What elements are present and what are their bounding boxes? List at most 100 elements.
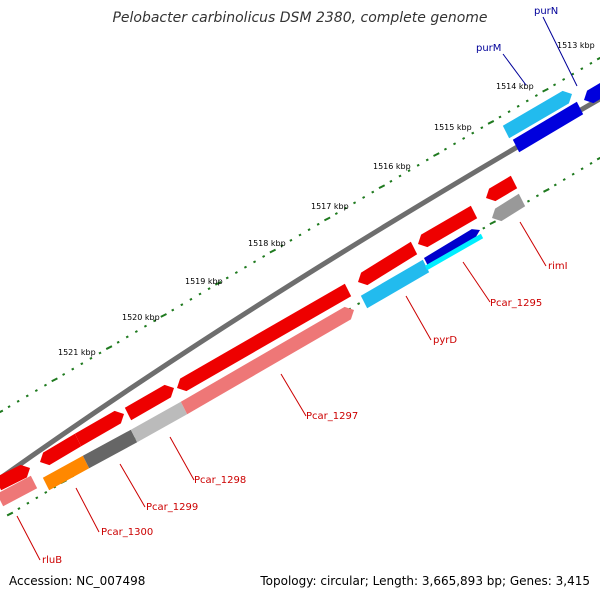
minor-tick: [389, 179, 393, 183]
minor-tick: [307, 228, 311, 232]
forward-feature: [418, 205, 478, 248]
minor-tick: [7, 405, 11, 409]
kbp-label: 1516 kbp: [373, 162, 411, 171]
forward-feature: [74, 410, 124, 447]
minor-tick: [425, 158, 429, 162]
forward-feature: [177, 283, 352, 392]
Pcar_1298-leader: [169, 436, 195, 481]
major-tick: [543, 188, 550, 193]
minor-tick: [125, 335, 129, 339]
Pcar_1299-label: Pcar_1299: [146, 502, 198, 513]
kbp-label: 1518 kbp: [248, 239, 286, 248]
minor-tick: [482, 226, 486, 230]
kbp-label: 1515 kbp: [434, 123, 472, 132]
minor-tick: [571, 72, 575, 76]
major-tick: [6, 511, 14, 517]
minor-tick: [589, 161, 593, 165]
major-tick: [489, 220, 497, 226]
minor-tick: [153, 319, 157, 323]
minor-tick: [207, 287, 211, 291]
major-tick: [596, 156, 600, 161]
minor-tick: [580, 67, 584, 71]
forward-feature: [124, 384, 174, 421]
minor-tick: [34, 389, 38, 392]
Pcar_1300-leader: [75, 487, 100, 533]
minor-tick: [234, 271, 238, 274]
minor-tick: [134, 330, 138, 333]
Pcar_1300-feature: [42, 455, 90, 491]
minor-tick: [589, 61, 593, 65]
minor-tick: [89, 356, 93, 360]
Pcar_1295-feature: [423, 229, 480, 267]
minor-tick: [44, 490, 48, 494]
minor-tick: [62, 373, 66, 376]
major-tick: [51, 377, 58, 383]
minor-tick: [98, 351, 102, 355]
minor-tick: [525, 99, 529, 103]
minor-tick: [116, 340, 120, 344]
minor-tick: [143, 324, 147, 328]
kbp-label: 1513 kbp: [557, 41, 595, 50]
kbp-label: 1520 kbp: [122, 313, 160, 322]
major-tick: [323, 216, 331, 222]
minor-tick: [35, 496, 39, 500]
rluB-feature: [0, 475, 38, 507]
map-title: Pelobacter carbinolicus DSM 2380, comple…: [112, 10, 487, 26]
major-tick: [487, 120, 495, 125]
minor-tick: [580, 167, 584, 171]
label-layer: 1513 kbp 1514 kbp 1515 kbp 1516 kbp 1517 kbp…: [16, 6, 595, 566]
minor-tick: [289, 238, 293, 242]
minor-tick: [253, 260, 257, 264]
rluB-leader: [16, 515, 41, 561]
topology-text: Topology: circular; Length: 3,665,893 bp…: [260, 574, 590, 588]
minor-tick: [357, 302, 361, 306]
kbp-label: 1517 kbp: [311, 202, 349, 211]
minor-tick: [371, 190, 375, 194]
major-tick: [214, 280, 222, 286]
minor-tick: [498, 115, 502, 119]
Pcar_1299-feature: [82, 429, 138, 469]
minor-tick: [535, 194, 539, 198]
rimI-leader: [519, 221, 547, 267]
minor-tick: [225, 276, 229, 280]
kbp-label: 1521 kbp: [58, 348, 96, 357]
Pcar_1297-leader: [280, 373, 307, 417]
minor-tick: [553, 83, 557, 87]
pyrD-leader: [405, 295, 432, 341]
forward-feature: [486, 175, 518, 202]
purM-leader: [502, 53, 527, 86]
rimI-label: rimI: [548, 261, 568, 272]
minor-tick: [443, 147, 447, 151]
minor-tick: [17, 507, 21, 511]
pyrD-feature: [360, 259, 430, 309]
major-tick: [433, 152, 440, 157]
accession-text: Accession: NC_007498: [9, 574, 146, 588]
minor-tick: [343, 206, 347, 210]
Pcar_1297-label: Pcar_1297: [306, 411, 358, 422]
minor-tick: [571, 172, 575, 176]
backbone-layer: [0, 95, 600, 482]
minor-tick: [507, 110, 511, 114]
Pcar_1298-feature: [130, 401, 188, 443]
pyrD-label: pyrD: [433, 335, 457, 346]
minor-tick: [25, 394, 29, 398]
purN-feature: [584, 82, 600, 104]
major-tick: [160, 313, 167, 318]
minor-tick: [416, 163, 420, 167]
major-tick: [269, 248, 277, 254]
kbp-label: 1519 kbp: [185, 277, 223, 286]
purM-label: purM: [476, 43, 501, 54]
minor-tick: [534, 94, 538, 97]
major-tick: [0, 409, 4, 414]
forward-feature: [40, 433, 82, 466]
minor-tick: [562, 178, 566, 182]
forward-feature: [358, 241, 418, 286]
kbp-label: 1514 kbp: [496, 82, 534, 91]
forward-feature: [0, 464, 30, 491]
minor-tick: [362, 196, 366, 199]
minor-tick: [180, 303, 184, 307]
major-tick: [378, 184, 386, 190]
minor-tick: [516, 104, 520, 108]
minor-tick: [198, 292, 202, 296]
